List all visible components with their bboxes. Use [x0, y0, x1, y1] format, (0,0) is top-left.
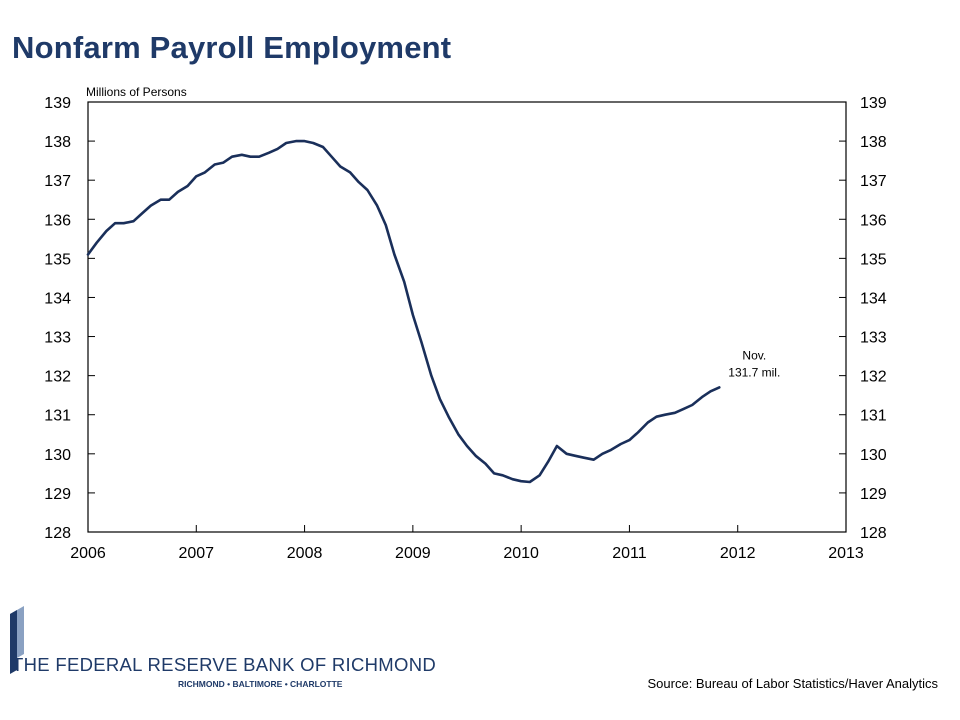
- y-tick-label-right: 134: [860, 290, 887, 307]
- y-axis-label: Millions of Persons: [86, 85, 187, 99]
- y-tick-label-right: 131: [860, 408, 887, 425]
- tick-labels: 128 128 129 129 130 130 131 131 132 132 133 133 134 1…: [44, 95, 887, 562]
- x-tick-label: 2010: [503, 545, 539, 562]
- x-tick-label: 2011: [612, 545, 647, 562]
- bank-name: THE FEDERAL RESERVE BANK OF RICHMOND: [12, 654, 437, 675]
- bank-cities: RICHMOND • BALTIMORE • CHARLOTTE: [178, 679, 343, 689]
- x-tick-label: 2006: [70, 545, 106, 562]
- axis-ticks: [87, 101, 847, 533]
- y-tick-label-left: 139: [44, 95, 71, 112]
- y-tick-label-left: 129: [44, 486, 71, 503]
- y-tick-label-right: 137: [860, 173, 887, 190]
- y-tick-label-left: 130: [44, 447, 71, 464]
- y-tick-label-left: 138: [44, 134, 71, 151]
- flag-icon: [10, 606, 24, 674]
- x-tick-label: 2012: [720, 545, 756, 562]
- y-tick-label-right: 138: [860, 134, 887, 151]
- annotation-value: 131.7 mil.: [728, 365, 780, 379]
- y-tick-label-right: 128: [860, 525, 887, 542]
- plot-border: [87, 101, 847, 533]
- plot-frame: [87, 101, 847, 533]
- y-tick-label-right: 136: [860, 212, 887, 229]
- y-tick-label-right: 130: [860, 447, 887, 464]
- annotation-month: Nov.: [742, 348, 766, 362]
- y-tick-label-left: 134: [44, 290, 71, 307]
- chart-title: Nonfarm Payroll Employment: [12, 30, 452, 65]
- y-tick-label-left: 137: [44, 173, 71, 190]
- y-tick-label-left: 135: [44, 251, 71, 268]
- y-tick-label-left: 132: [44, 369, 71, 386]
- source-note: Source: Bureau of Labor Statistics/Haver…: [647, 676, 938, 691]
- y-tick-label-right: 133: [860, 330, 887, 347]
- y-tick-label-right: 135: [860, 251, 887, 268]
- y-tick-label-left: 133: [44, 330, 71, 347]
- y-tick-label-right: 139: [860, 95, 887, 112]
- y-tick-label-left: 128: [44, 525, 71, 542]
- x-tick-label: 2007: [178, 545, 214, 562]
- x-tick-label: 2009: [395, 545, 431, 562]
- x-tick-label: 2008: [287, 545, 323, 562]
- chart: 128 128 129 129 130 130 131 131 132 132 133 133 134 1…: [44, 85, 887, 562]
- richmond-fed-logo: [10, 606, 24, 674]
- y-tick-label-right: 132: [860, 369, 887, 386]
- y-tick-label-right: 129: [860, 486, 887, 503]
- y-tick-label-left: 131: [44, 408, 71, 425]
- y-tick-label-left: 136: [44, 212, 71, 229]
- series-line: [86, 139, 721, 484]
- x-tick-label: 2013: [828, 545, 864, 562]
